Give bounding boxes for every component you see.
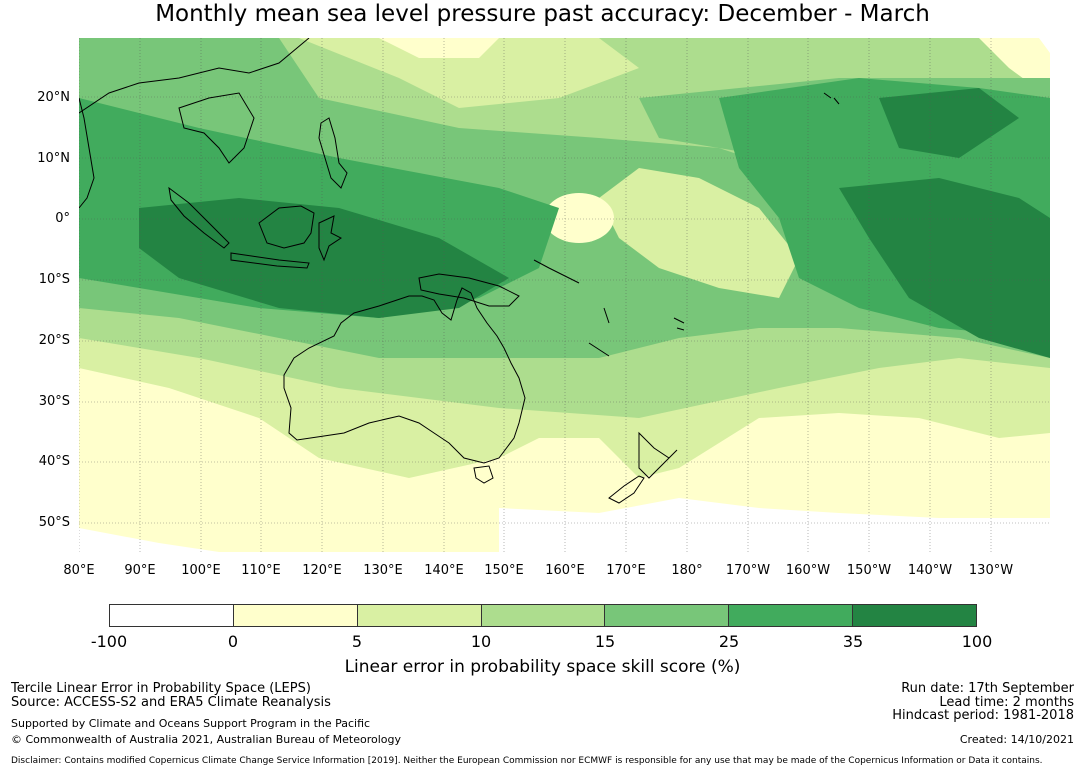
colorbar	[109, 604, 977, 627]
colorbar-segment	[357, 605, 482, 626]
skill-band-ne-negative	[1039, 38, 1050, 53]
copyright-text: © Commonwealth of Australia 2021, Austra…	[11, 733, 401, 746]
map-canvas	[79, 38, 1050, 552]
lon-label-100e: 100°E	[181, 563, 221, 578]
new-guinea-outline	[418, 273, 520, 307]
philippines-outline	[318, 117, 348, 189]
lat-label-40s: 40°S	[38, 454, 70, 469]
colorbar-tick: -100	[90, 632, 128, 651]
colorbar-tick: 35	[842, 632, 864, 651]
lon-label-150e: 150°E	[484, 563, 524, 578]
skill-band-35-100-west	[139, 198, 509, 318]
lon-label-170w: 170°W	[725, 563, 771, 578]
tasmania-outline	[473, 465, 494, 484]
colorbar-tick: 25	[718, 632, 740, 651]
java-outline	[230, 252, 310, 269]
new-caledonia-outline	[588, 342, 610, 357]
colorbar-tick: 10	[470, 632, 492, 651]
lat-label-30s: 30°S	[38, 394, 70, 409]
lat-label-10s: 10°S	[38, 272, 70, 287]
sulawesi-outline	[318, 215, 342, 262]
run-date-text: Run date: 17th September	[901, 681, 1074, 696]
skill-map[interactable]	[79, 38, 1050, 552]
colorbar-label: Linear error in probability space skill …	[344, 657, 741, 677]
solomon-islands-outline	[533, 259, 580, 284]
fiji-outline	[673, 317, 685, 331]
sumatra-outline	[168, 186, 230, 249]
coastlines	[79, 38, 840, 504]
colorbar-segment	[605, 605, 730, 626]
skill-band-north-low	[379, 38, 499, 58]
support-text: Supported by Climate and Oceans Support …	[11, 717, 371, 730]
lat-label-50s: 50°S	[38, 515, 70, 530]
colorbar-tick: 0	[227, 632, 239, 651]
australia-outline	[283, 287, 526, 464]
colorbar-tick: 5	[351, 632, 363, 651]
colorbar-segment	[853, 605, 977, 626]
lead-time-text: Lead time: 2 months	[939, 695, 1074, 710]
lat-label-20n: 20°N	[37, 90, 70, 105]
lon-label-130e: 130°E	[363, 563, 403, 578]
disclaimer-text: Disclaimer: Contains modified Copernicus…	[11, 756, 1043, 766]
skill-band-central-low-2	[544, 193, 614, 243]
lon-label-180: 180°	[671, 563, 703, 578]
asia-coast-outline	[79, 38, 310, 114]
lat-label-0: 0°	[55, 211, 70, 226]
lat-label-10n: 10°N	[37, 151, 70, 166]
colorbar-tick: 15	[594, 632, 616, 651]
new-zealand-north-outline	[638, 431, 678, 479]
skill-band-north-pale	[299, 38, 639, 108]
skill-band-negative-south	[499, 498, 1050, 552]
lon-label-140e: 140°E	[424, 563, 464, 578]
method-text: Tercile Linear Error in Probability Spac…	[11, 681, 311, 696]
colorbar-tick: 100	[961, 632, 993, 651]
skill-band-central-pale-2	[599, 168, 799, 298]
lon-label-170e: 170°E	[606, 563, 646, 578]
lat-label-20s: 20°S	[38, 333, 70, 348]
hawaii-outline	[823, 92, 840, 105]
lon-label-140w: 140°W	[907, 563, 953, 578]
lon-label-150w: 150°W	[846, 563, 892, 578]
lon-label-160e: 160°E	[545, 563, 585, 578]
colorbar-segment	[233, 605, 358, 626]
source-text: Source: ACCESS-S2 and ERA5 Climate Reana…	[11, 695, 331, 710]
hindcast-text: Hindcast period: 1981-2018	[892, 708, 1074, 723]
lon-label-110e: 110°E	[241, 563, 281, 578]
lon-label-120e: 120°E	[302, 563, 342, 578]
lon-label-130w: 130°W	[968, 563, 1014, 578]
lon-label-160w: 160°W	[785, 563, 831, 578]
chart-title: Monthly mean sea level pressure past acc…	[155, 1, 930, 27]
india-coast-outline	[79, 97, 95, 209]
borneo-outline	[258, 205, 315, 249]
skill-band-35-100-east	[839, 178, 1050, 358]
colorbar-segment	[110, 605, 234, 626]
new-zealand-south-outline	[608, 475, 645, 504]
indochina-outline	[178, 92, 255, 164]
skill-band-35-100-ne	[879, 88, 1019, 158]
colorbar-segment	[729, 605, 854, 626]
lon-label-80e: 80°E	[63, 563, 95, 578]
created-text: Created: 14/10/2021	[959, 733, 1074, 746]
vanuatu-outline	[603, 307, 610, 324]
skill-band-negative-sw	[79, 528, 219, 552]
colorbar-segment	[481, 605, 606, 626]
lon-label-90e: 90°E	[124, 563, 156, 578]
